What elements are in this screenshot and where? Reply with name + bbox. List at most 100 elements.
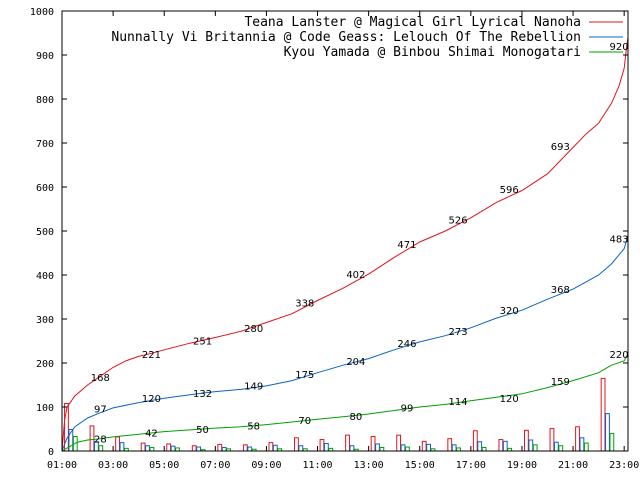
data-label: 320 bbox=[500, 306, 519, 317]
y-tick-label: 100 bbox=[36, 403, 54, 414]
y-tick-label: 300 bbox=[36, 315, 54, 326]
legend: Teana Lanster @ Magical Girl Lyrical Nan… bbox=[111, 15, 623, 60]
data-label: 471 bbox=[397, 240, 416, 251]
data-label: 693 bbox=[551, 142, 570, 153]
y-axis-ticks: 0 100 200 300 400 500 600 700 800 900 1000 bbox=[30, 7, 628, 458]
y-tick-label: 600 bbox=[36, 183, 54, 194]
hourly-bar bbox=[549, 428, 555, 452]
hourly-bar bbox=[375, 443, 380, 452]
x-tick-label: 15:00 bbox=[405, 460, 435, 471]
data-labels: 168 221 251 280 338 402 471 526 596 693 920 97 120 13… bbox=[91, 42, 629, 445]
data-label: 168 bbox=[91, 373, 110, 384]
data-label: 402 bbox=[346, 270, 365, 281]
hourly-bar bbox=[247, 446, 253, 452]
data-label: 80 bbox=[349, 412, 362, 423]
data-label: 526 bbox=[449, 216, 468, 227]
series-line bbox=[61, 353, 629, 452]
hourly-bars bbox=[64, 377, 615, 452]
legend-label: Nunnally Vi Britannia @ Code Geass: Lelo… bbox=[111, 30, 581, 45]
hourly-bar bbox=[149, 446, 155, 452]
data-label: 280 bbox=[244, 324, 263, 335]
hourly-bar bbox=[298, 445, 304, 452]
data-label: 97 bbox=[94, 404, 107, 415]
data-label: 50 bbox=[196, 425, 209, 436]
hourly-bar bbox=[319, 439, 325, 452]
hourly-bar bbox=[242, 444, 248, 452]
data-label: 251 bbox=[193, 337, 212, 348]
data-label: 120 bbox=[500, 394, 519, 405]
x-tick-label: 01:00 bbox=[47, 460, 77, 471]
hourly-bar bbox=[558, 445, 564, 452]
hourly-bar bbox=[268, 442, 274, 452]
hourly-bar bbox=[294, 437, 299, 452]
y-tick-label: 500 bbox=[36, 227, 54, 238]
data-label: 175 bbox=[295, 370, 314, 381]
series-line bbox=[61, 37, 629, 452]
legend-label: Kyou Yamada @ Binbou Shimai Monogatari bbox=[284, 45, 581, 60]
y-tick-label: 200 bbox=[36, 359, 54, 370]
hourly-bar bbox=[115, 436, 120, 452]
x-tick-label: 19:00 bbox=[507, 460, 537, 471]
hourly-bar bbox=[575, 426, 580, 452]
hourly-bar bbox=[272, 444, 278, 452]
hourly-bar bbox=[379, 446, 385, 452]
x-tick-label: 11:00 bbox=[302, 460, 332, 471]
legend-label: Teana Lanster @ Magical Girl Lyrical Nan… bbox=[244, 15, 581, 30]
y-tick-label: 900 bbox=[36, 51, 54, 62]
hourly-bar bbox=[605, 413, 610, 452]
hourly-bar bbox=[498, 439, 504, 452]
y-tick-label: 400 bbox=[36, 271, 54, 282]
hourly-bar bbox=[447, 438, 453, 452]
hourly-bar bbox=[191, 445, 197, 452]
hourly-bar bbox=[119, 442, 125, 452]
hourly-bar bbox=[583, 442, 589, 452]
data-label: 149 bbox=[244, 381, 263, 392]
y-tick-label: 800 bbox=[36, 95, 54, 106]
hourly-bar bbox=[609, 432, 615, 452]
hourly-bar bbox=[451, 444, 457, 452]
data-label: 246 bbox=[397, 339, 416, 350]
series-lines bbox=[61, 37, 629, 452]
data-label: 132 bbox=[193, 389, 212, 400]
x-tick-label: 05:00 bbox=[149, 460, 179, 471]
data-label: 58 bbox=[247, 421, 260, 432]
hourly-bar bbox=[221, 446, 227, 452]
hourly-bar bbox=[579, 437, 585, 452]
data-label: 920 bbox=[610, 42, 629, 53]
hourly-bar bbox=[524, 429, 529, 452]
data-label: 273 bbox=[449, 327, 468, 338]
x-tick-label: 23:00 bbox=[609, 460, 639, 471]
hourly-bar bbox=[405, 446, 410, 452]
x-tick-label: 07:00 bbox=[200, 460, 230, 471]
hourly-bar bbox=[349, 445, 355, 452]
hourly-bar bbox=[502, 440, 508, 452]
hourly-bar bbox=[396, 434, 402, 452]
data-label: 221 bbox=[142, 350, 161, 361]
hourly-bar bbox=[166, 443, 172, 452]
y-tick-label: 700 bbox=[36, 139, 54, 150]
x-tick-label: 03:00 bbox=[98, 460, 128, 471]
data-label: 159 bbox=[551, 377, 570, 388]
hourly-bar bbox=[472, 430, 478, 452]
x-tick-label: 09:00 bbox=[251, 460, 281, 471]
hourly-bar bbox=[170, 445, 176, 452]
data-label: 28 bbox=[94, 435, 107, 446]
data-label: 338 bbox=[295, 298, 314, 309]
hourly-bar bbox=[532, 444, 538, 452]
data-label: 70 bbox=[298, 416, 311, 427]
data-label: 42 bbox=[145, 429, 158, 440]
data-label: 120 bbox=[142, 394, 161, 405]
hourly-bar bbox=[98, 445, 104, 452]
hourly-bar bbox=[196, 446, 202, 452]
hourly-bar bbox=[477, 441, 483, 452]
hourly-bar bbox=[528, 439, 534, 452]
hourly-bar bbox=[323, 443, 329, 452]
hourly-bar bbox=[345, 434, 350, 452]
hourly-bar bbox=[140, 442, 146, 452]
data-label: 99 bbox=[401, 403, 414, 414]
plot-frame bbox=[61, 10, 629, 452]
y-tick-label: 0 bbox=[48, 447, 54, 458]
hourly-bar bbox=[600, 377, 606, 452]
hourly-bar bbox=[145, 445, 150, 452]
hourly-bar bbox=[217, 443, 223, 452]
